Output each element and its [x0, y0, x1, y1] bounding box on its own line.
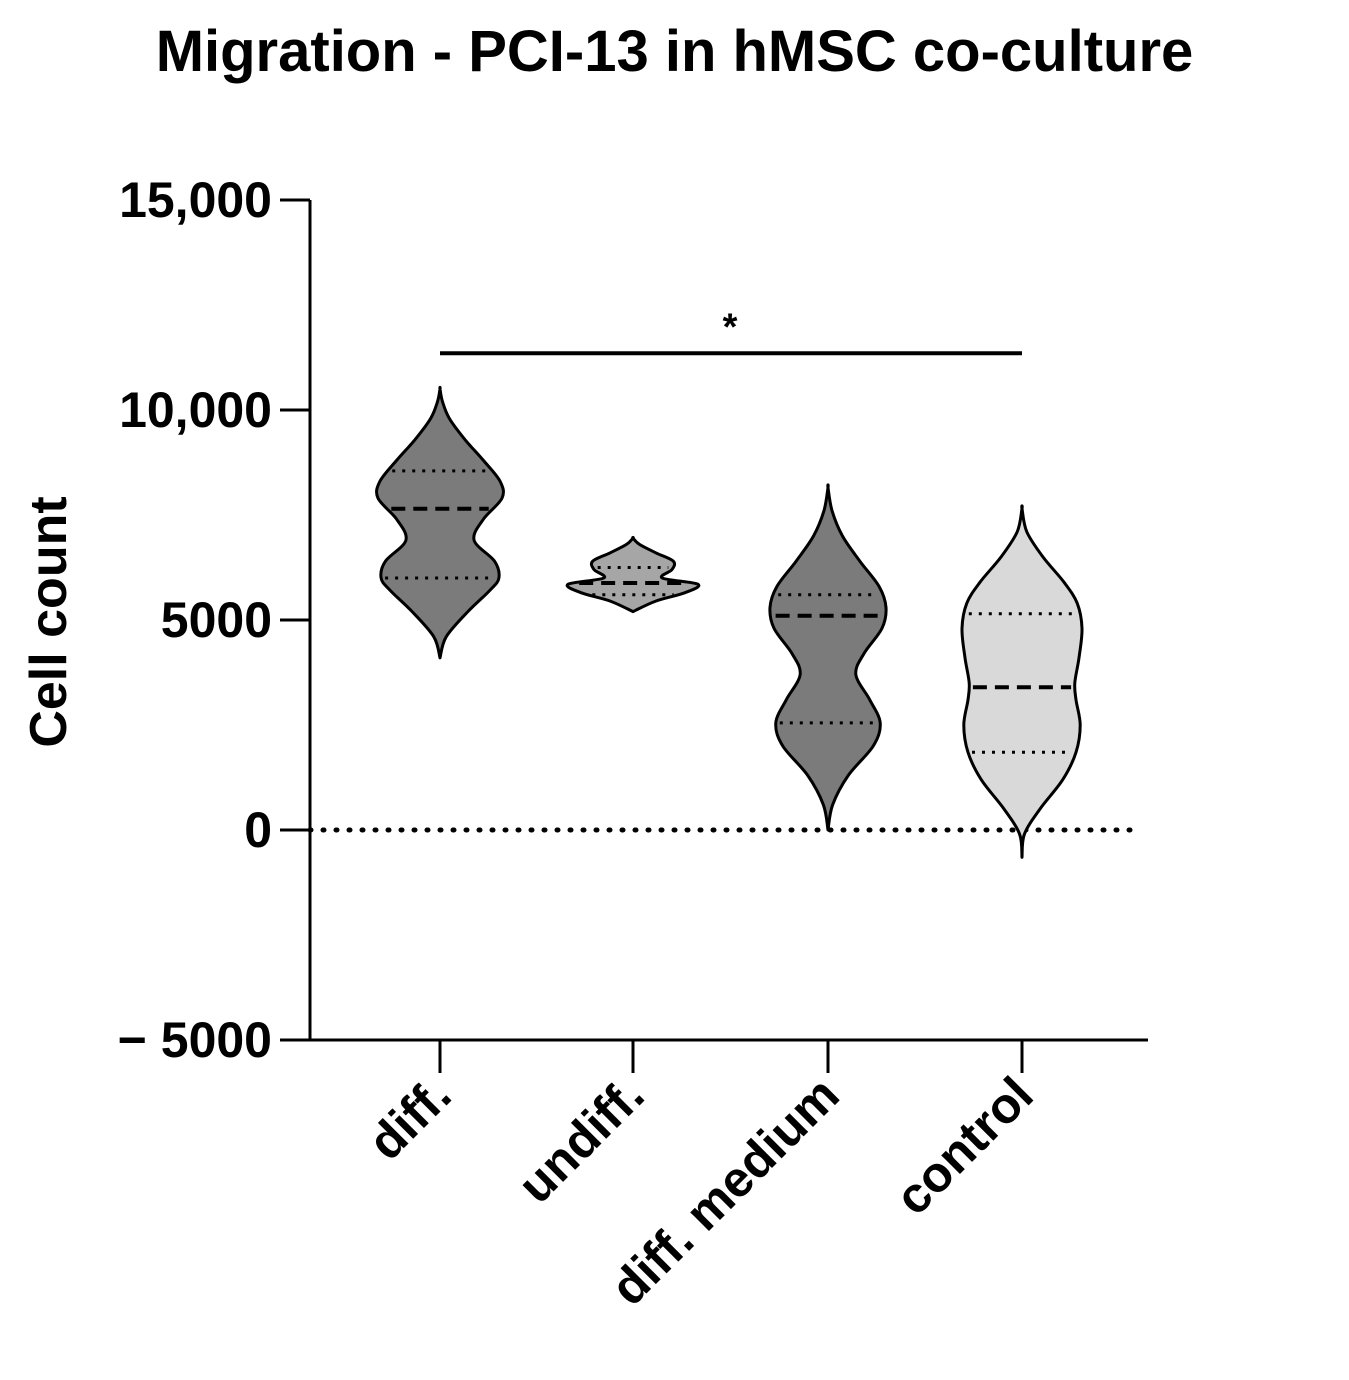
y-tick-label: 10,000	[119, 382, 272, 438]
violin-control	[960, 504, 1084, 859]
y-axis-label: Cell count	[20, 496, 78, 747]
x-tick-label: undiff.	[507, 1066, 655, 1214]
y-tick-label: 15,000	[119, 172, 272, 228]
violin-diff	[375, 385, 505, 660]
y-tick-label: 0	[244, 802, 272, 858]
x-tick-label: control	[884, 1066, 1043, 1225]
violin-diff-medium	[768, 483, 888, 832]
x-tick-label: diff.	[357, 1066, 461, 1170]
violin-undiff	[565, 535, 701, 614]
y-tick-label: − 5000	[118, 1012, 272, 1068]
significance-label: *	[723, 306, 738, 348]
chart-title: Migration - PCI-13 in hMSC co-culture	[155, 19, 1194, 84]
y-tick-label: 5000	[161, 592, 272, 648]
